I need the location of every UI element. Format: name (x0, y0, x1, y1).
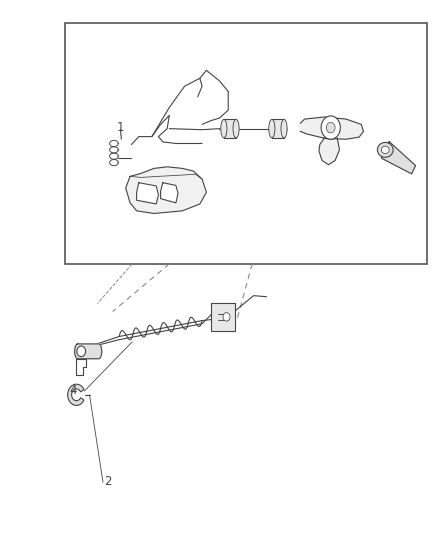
Polygon shape (160, 183, 178, 203)
Ellipse shape (381, 146, 389, 154)
Text: 4: 4 (69, 384, 76, 397)
Polygon shape (381, 142, 415, 174)
Polygon shape (74, 344, 102, 359)
Polygon shape (318, 138, 339, 165)
Ellipse shape (233, 119, 239, 138)
Circle shape (77, 346, 85, 357)
Circle shape (321, 116, 339, 139)
Text: 1: 1 (117, 122, 124, 134)
Ellipse shape (377, 142, 392, 157)
Circle shape (325, 122, 334, 133)
Ellipse shape (220, 119, 226, 138)
Bar (223, 119, 236, 138)
Bar (271, 119, 283, 138)
Ellipse shape (280, 119, 286, 138)
Wedge shape (67, 384, 84, 406)
Polygon shape (300, 117, 363, 139)
Polygon shape (136, 183, 158, 204)
FancyBboxPatch shape (210, 303, 235, 330)
Text: 2: 2 (104, 475, 111, 488)
Ellipse shape (268, 119, 274, 138)
Bar (64, 22, 426, 264)
Polygon shape (125, 167, 206, 214)
Circle shape (223, 313, 230, 321)
